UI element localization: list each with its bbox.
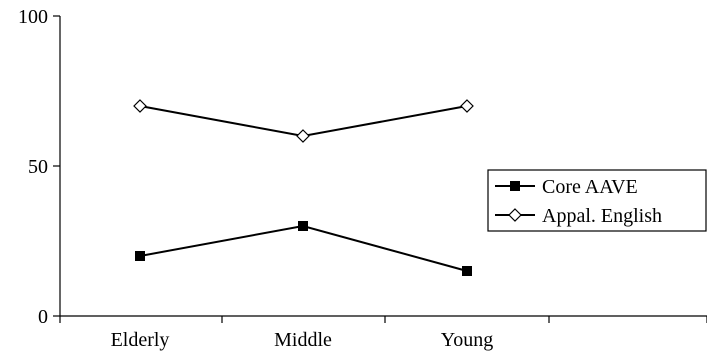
y-ticks <box>53 15 60 317</box>
point-core-aave-young <box>462 266 472 276</box>
series-line-core-aave <box>139 224 468 272</box>
x-axis: Elderly Middle Young <box>60 315 707 351</box>
x-tick-label-elderly: Elderly <box>111 329 170 351</box>
y-tick-label-0: 0 <box>38 306 48 328</box>
legend-marker-core-aave <box>510 181 520 191</box>
point-appal-english-middle <box>296 129 310 143</box>
legend-box <box>487 169 707 232</box>
y-tick-label-50: 50 <box>28 156 48 178</box>
x-ticks <box>59 316 707 323</box>
point-core-aave-elderly <box>135 251 145 261</box>
y-axis: 100 50 0 <box>18 6 61 328</box>
legend-label-appal-english: Appal. English <box>542 205 662 227</box>
legend-item-core-aave: Core AAVE <box>495 176 638 198</box>
legend-marker-appal-english <box>508 208 522 222</box>
legend-item-appal-english: Appal. English <box>495 205 662 227</box>
point-appal-english-elderly <box>133 99 147 113</box>
x-tick-label-middle: Middle <box>274 329 332 351</box>
x-tick-label-young: Young <box>441 329 493 351</box>
series-layer <box>133 99 474 276</box>
legend: Core AAVE Appal. English <box>487 169 707 232</box>
point-appal-english-young <box>460 99 474 113</box>
legend-label-core-aave: Core AAVE <box>542 176 638 198</box>
point-core-aave-middle <box>298 221 308 231</box>
y-tick-label-100: 100 <box>18 6 48 28</box>
